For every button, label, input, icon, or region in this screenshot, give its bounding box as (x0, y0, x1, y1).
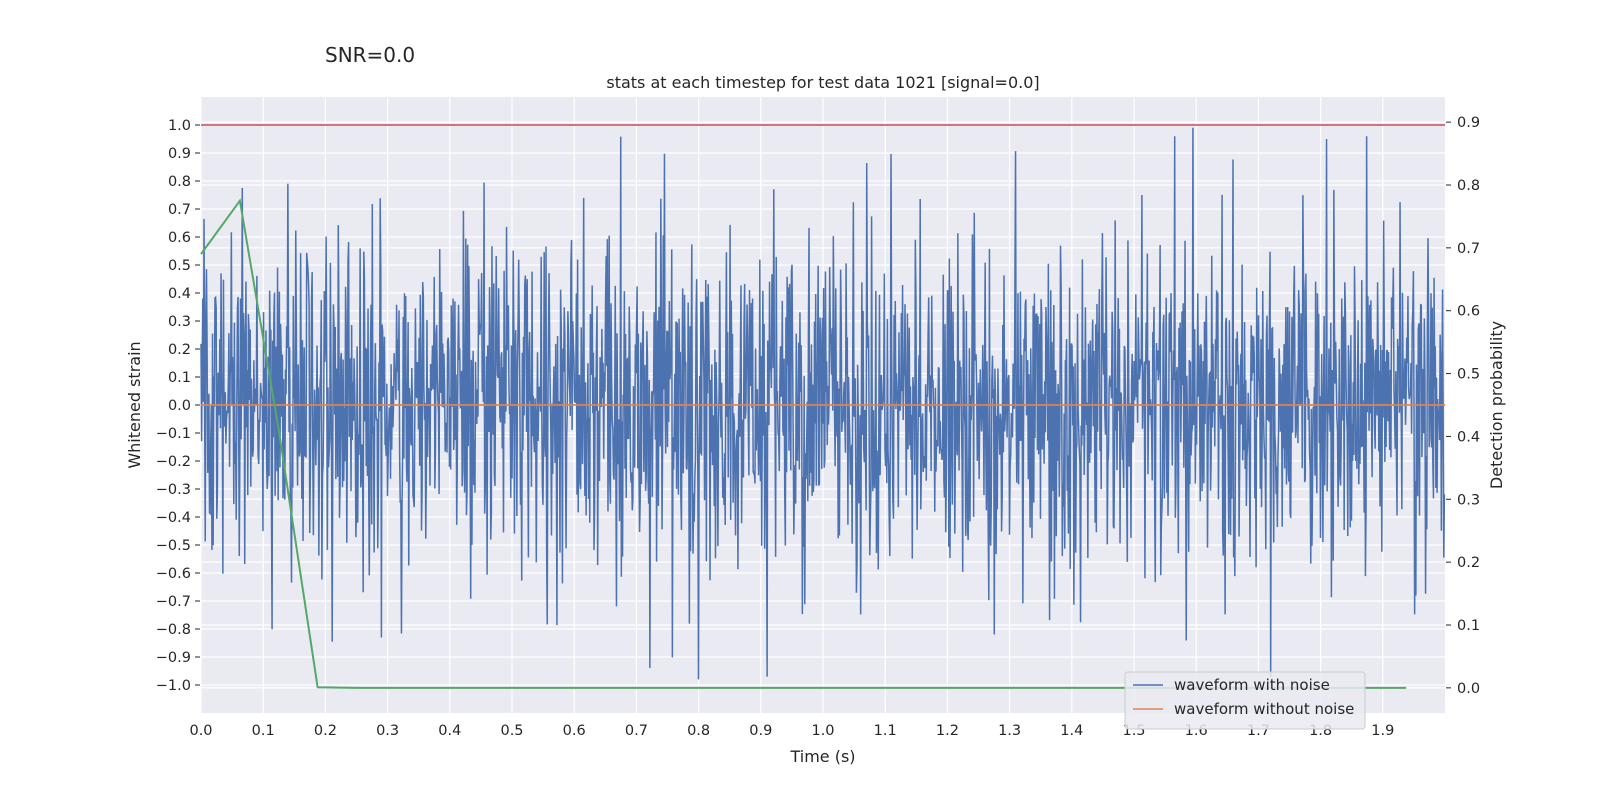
x-tick-label: 1.2 (936, 723, 959, 739)
y-tick-label: 0.6 (168, 230, 191, 246)
y-tick-label: −0.6 (156, 566, 191, 582)
y2-tick-label: 0.6 (1457, 304, 1480, 320)
y2-tick-label: 0.2 (1457, 555, 1480, 571)
y-tick-label: 0.8 (168, 174, 191, 190)
y2-tick-label: 0.1 (1457, 618, 1480, 634)
x-tick-label: 0.0 (189, 723, 212, 739)
y-tick-label: −0.3 (156, 482, 191, 498)
y-tick-label: 0.5 (168, 258, 191, 274)
legend: waveform with noise waveform without noi… (1124, 671, 1366, 730)
x-tick-label: 0.1 (252, 723, 275, 739)
x-tick-label: 1.3 (998, 723, 1021, 739)
y-tick-label: 1.0 (168, 118, 191, 134)
y-tick-label: 0.1 (168, 370, 191, 386)
x-tick-label: 0.4 (438, 723, 461, 739)
y2-tick-label: 0.5 (1457, 367, 1480, 383)
x-tick-label: 0.6 (563, 723, 586, 739)
y-tick-label: 0.0 (168, 398, 191, 414)
y-tick-label: −0.4 (156, 510, 191, 526)
x-tick-label: 0.2 (314, 723, 337, 739)
x-tick-label: 0.5 (500, 723, 523, 739)
tick-labels: 0.0 0.1 0.2 0.3 0.4 0.5 0.6 0.7 0.8 0.9 1.0 1.1 1.2 1… (156, 115, 1480, 739)
series-layer (200, 124, 1446, 689)
series-waveform-with-noise (200, 127, 1446, 680)
y-tick-label: 0.4 (168, 286, 191, 302)
y-tick-label: −0.5 (156, 538, 191, 554)
y2-tick-label: 0.3 (1457, 492, 1480, 508)
y2-axis-label: Detection probability (1487, 321, 1506, 489)
y2-tick-label: 0.9 (1457, 115, 1480, 131)
legend-label-noise: waveform with noise (1174, 676, 1330, 694)
chart-title: stats at each timestep for test data 102… (606, 73, 1039, 92)
x-tick-label: 1.1 (874, 723, 897, 739)
y-tick-label: −1.0 (156, 678, 191, 694)
x-tick-label: 1.4 (1060, 723, 1083, 739)
y-tick-label: 0.2 (168, 342, 191, 358)
y-axis-label: Whitened strain (125, 341, 144, 468)
x-tick-label: 0.7 (625, 723, 648, 739)
y-tick-label: 0.3 (168, 314, 191, 330)
y-tick-label: −0.7 (156, 594, 191, 610)
y2-tick-label: 0.0 (1457, 681, 1480, 697)
y2-tick-label: 0.8 (1457, 178, 1480, 194)
y-tick-label: −0.8 (156, 622, 191, 638)
y-tick-label: −0.1 (156, 426, 191, 442)
legend-box (1124, 671, 1366, 730)
y2-tick-label: 0.4 (1457, 429, 1480, 445)
x-tick-label: 1.9 (1371, 723, 1394, 739)
snr-suptitle: SNR=0.0 (325, 43, 415, 67)
x-axis-label: Time (s) (789, 747, 855, 766)
y-tick-label: 0.9 (168, 146, 191, 162)
y-tick-label: 0.7 (168, 202, 191, 218)
x-tick-label: 0.3 (376, 723, 399, 739)
x-tick-label: 0.8 (687, 723, 710, 739)
y2-tick-label: 0.7 (1457, 241, 1480, 257)
y-tick-label: −0.2 (156, 454, 191, 470)
x-tick-label: 1.0 (811, 723, 834, 739)
legend-label-clean: waveform without noise (1174, 700, 1354, 718)
x-tick-label: 0.9 (749, 723, 772, 739)
y-tick-label: −0.9 (156, 650, 191, 666)
